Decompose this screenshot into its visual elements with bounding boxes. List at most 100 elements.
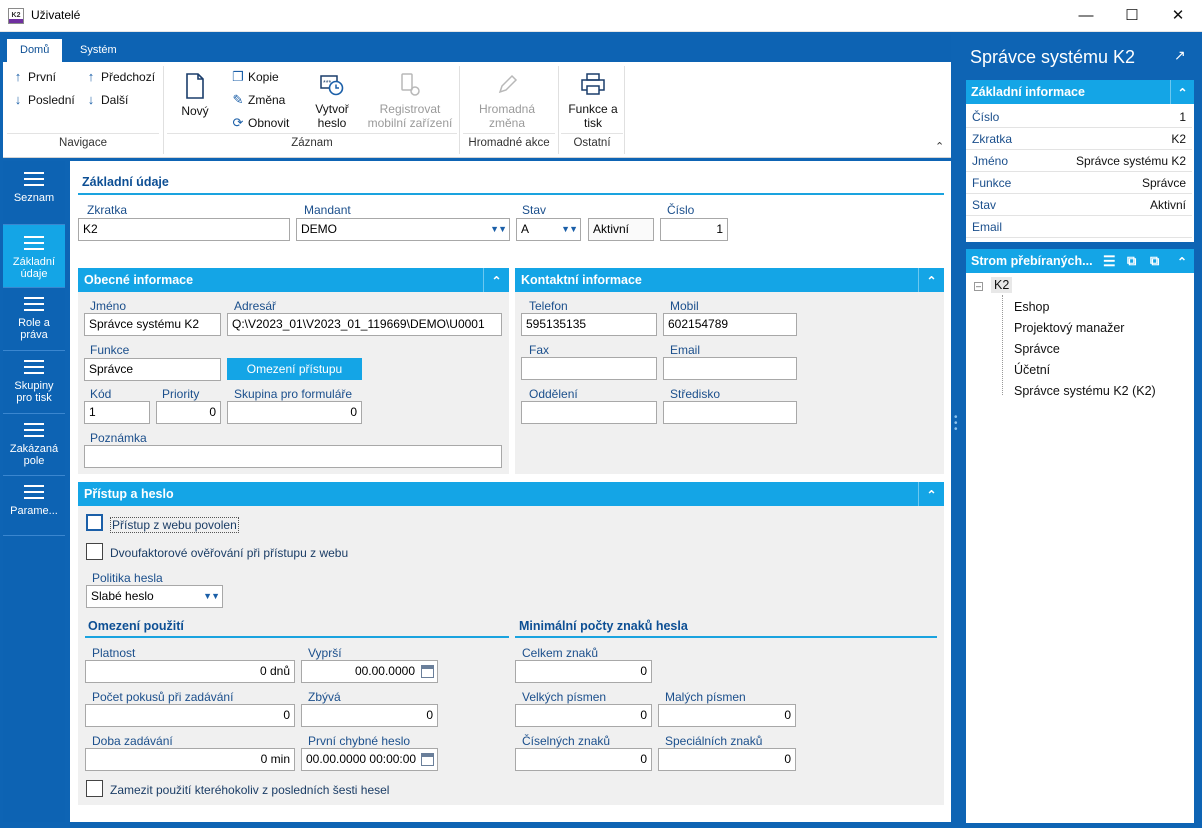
collapse-icon[interactable]: ⌃	[1176, 255, 1188, 269]
info-key: Funkce	[972, 176, 1012, 190]
change-button[interactable]: ✎ Změna	[231, 92, 286, 108]
dropdown-icon: ▼▼	[490, 224, 507, 234]
ciselnych-label: Číselných znaků	[522, 734, 611, 748]
politika-select[interactable]: Slabé heslo ▼▼	[86, 585, 223, 608]
funkce-field[interactable]: Správce	[84, 358, 221, 381]
nav-label: Seznam	[13, 192, 55, 204]
zkratka-field[interactable]: K2	[78, 218, 290, 241]
doba-field[interactable]: 0 min	[85, 748, 295, 771]
list-icon[interactable]: ☰	[1103, 253, 1116, 269]
zbyva-field[interactable]: 0	[301, 704, 438, 727]
previous-button[interactable]: ↑ Předchozí	[84, 69, 155, 84]
mandant-select[interactable]: DEMO ▼▼	[296, 218, 510, 241]
web-access-checkbox[interactable]	[86, 514, 103, 531]
fax-label: Fax	[529, 343, 550, 357]
stredisko-field[interactable]	[663, 401, 797, 424]
adresar-field[interactable]: Q:\V2023_01\V2023_01_119669\DEMO\U0001	[227, 313, 502, 336]
tree-item[interactable]: Správce systému K2 (K2)	[1014, 384, 1156, 398]
arrow-up-icon: ↑	[87, 69, 95, 84]
collapse-icon[interactable]: ⌃	[1170, 80, 1194, 104]
ribbon-collapse-icon[interactable]: ⌃	[935, 141, 945, 153]
collapse-icon[interactable]: ⌃	[483, 268, 509, 292]
velkych-field[interactable]: 0	[515, 704, 652, 727]
left-navigation: Seznam Základní údaje Role a práva Skupi…	[3, 161, 65, 822]
poznamka-field[interactable]	[84, 445, 502, 468]
specialnich-field[interactable]: 0	[658, 748, 796, 771]
menu-icon	[24, 485, 44, 499]
expand-all-icon[interactable]: ⧉	[1127, 253, 1137, 268]
nav-item-parametry[interactable]: Parame...	[3, 476, 65, 536]
priority-field[interactable]: 0	[156, 401, 221, 424]
stav-select[interactable]: A ▼▼	[516, 218, 581, 241]
calendar-icon[interactable]	[421, 753, 434, 766]
tree-root[interactable]: K2	[991, 277, 1013, 293]
malych-field[interactable]: 0	[658, 704, 796, 727]
jmeno-field[interactable]: Správce systému K2	[84, 313, 221, 336]
collapse-all-icon[interactable]: ⧉	[1150, 253, 1160, 268]
info-value: Správce systému K2	[1075, 154, 1186, 168]
celkem-field[interactable]: 0	[515, 660, 652, 683]
nav-item-role-prava[interactable]: Role a práva	[3, 288, 65, 351]
next-button[interactable]: ↓ Další	[84, 92, 129, 107]
kod-field[interactable]: 1	[84, 401, 150, 424]
tree-item[interactable]: Správce	[1014, 342, 1060, 356]
nav-item-seznam[interactable]: Seznam	[3, 161, 65, 225]
doba-label: Doba zadávání	[92, 734, 173, 748]
first-button[interactable]: ↑ První	[11, 69, 56, 84]
register-line2: mobilní zařízení	[367, 116, 453, 130]
splitter-handle[interactable]: • • •	[954, 412, 958, 435]
email-label: Email	[670, 343, 701, 357]
collapse-icon[interactable]: ⌃	[918, 482, 944, 506]
copy-button[interactable]: ❐ Kopie	[231, 69, 279, 85]
refresh-button[interactable]: ⟳ Obnovit	[231, 115, 290, 131]
oddeleni-field[interactable]	[521, 401, 657, 424]
nav-label: Role a práva	[18, 317, 50, 341]
pokusy-field[interactable]: 0	[85, 704, 295, 727]
tree-toggle-icon[interactable]: –	[974, 281, 983, 291]
skupina-field[interactable]: 0	[227, 401, 362, 424]
vyprsi-field[interactable]: 00.00.0000	[301, 660, 438, 683]
ciselnych-field[interactable]: 0	[515, 748, 652, 771]
group-label-ostatni: Ostatní	[573, 137, 611, 149]
platnost-field[interactable]: 0 dnů	[85, 660, 295, 683]
tab-system[interactable]: Systém	[80, 44, 117, 56]
create-password-button[interactable]: *** Vytvoř heslo	[303, 72, 361, 130]
email-field[interactable]	[663, 357, 797, 380]
print-button[interactable]: Funkce a tisk	[563, 72, 623, 130]
tree-item[interactable]: Účetní	[1014, 363, 1051, 377]
tree-item[interactable]: Projektový manažer	[1014, 321, 1125, 335]
arrow-down-icon: ↓	[87, 92, 95, 107]
zamezit-checkbox[interactable]	[86, 780, 103, 797]
cislo-field[interactable]: 1	[660, 218, 728, 241]
omezeni-pristupu-button[interactable]: Omezení přístupu	[227, 358, 362, 380]
politika-label: Politika hesla	[92, 571, 163, 585]
tab-domu[interactable]: Domů	[7, 39, 63, 62]
telefon-field[interactable]: 595135135	[521, 313, 657, 336]
nav-item-zakazana-pole[interactable]: Zakázaná pole	[3, 414, 65, 476]
twofa-checkbox[interactable]	[86, 543, 103, 560]
maximize-button[interactable]: ☐	[1125, 7, 1139, 24]
section-title-zakladni: Základní údaje	[82, 175, 169, 189]
calendar-icon[interactable]	[421, 665, 434, 678]
register-mobile-button[interactable]: Registrovat mobilní zařízení	[363, 72, 457, 130]
fax-field[interactable]	[521, 357, 657, 380]
popout-icon[interactable]: ↗	[1174, 47, 1186, 63]
platnost-label: Platnost	[92, 646, 136, 660]
panel-header: Obecné informace ⌃	[78, 268, 509, 292]
tree-item[interactable]: Eshop	[1014, 300, 1050, 314]
bulk-change-button[interactable]: Hromadná změna	[469, 72, 545, 130]
minimize-button[interactable]: —	[1078, 7, 1094, 24]
nav-item-skupiny-tisk[interactable]: Skupiny pro tisk	[3, 351, 65, 414]
print-line1: Funkce a	[568, 102, 618, 116]
last-button[interactable]: ↓ Poslední	[11, 92, 75, 107]
kod-label: Kód	[90, 387, 112, 401]
close-button[interactable]: ✕	[1171, 7, 1185, 24]
bulk-change-line2: změna	[488, 116, 526, 130]
copy-label: Kopie	[248, 70, 279, 84]
bulk-change-line1: Hromadná	[478, 102, 536, 116]
prvni-field[interactable]: 00.00.0000 00:00:00	[301, 748, 438, 771]
nav-item-zakladni-udaje[interactable]: Základní údaje	[3, 225, 65, 288]
new-button[interactable]: Nový	[175, 72, 215, 118]
mobil-field[interactable]: 602154789	[663, 313, 797, 336]
collapse-icon[interactable]: ⌃	[918, 268, 944, 292]
